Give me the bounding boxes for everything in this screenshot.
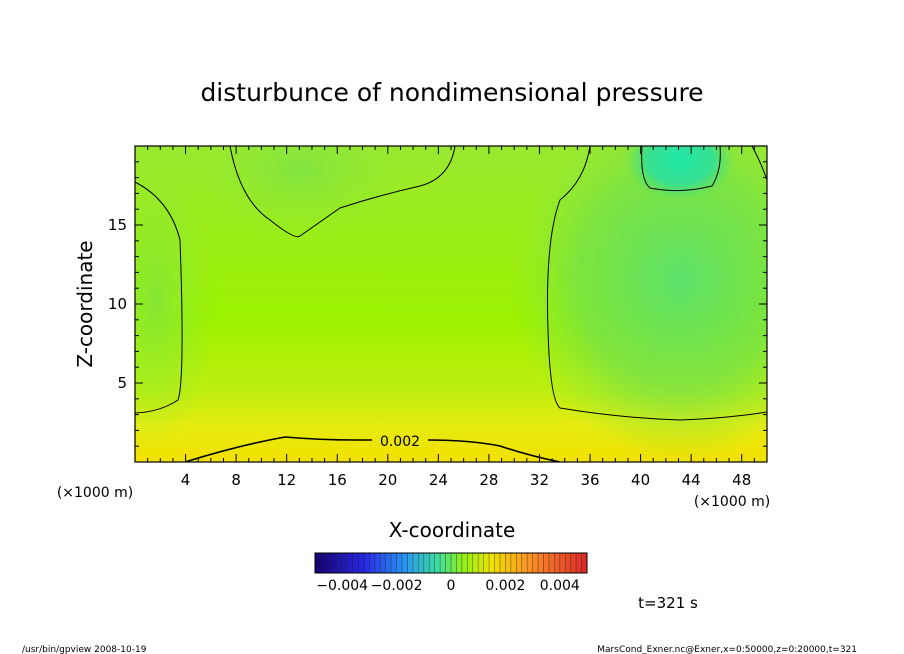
colorbar-cell [456,553,462,573]
field-minimum [625,146,735,200]
colorbar-cell [570,553,577,573]
y-axis-label: Z-coordinate [73,240,97,367]
y-axis: 5 10 15 [108,161,767,447]
colorbar-cell [385,553,392,573]
colorbar-cell [407,553,413,573]
colorbar-frame [314,552,588,574]
x-tick-label: 16 [328,471,347,489]
colorbar-cell [451,553,457,573]
colorbar-cell [418,553,424,573]
colorbar-cell [548,553,555,573]
colorbar-tick-label: 0.002 [485,578,525,594]
colorbar-cell [380,553,386,573]
colorbar-cell [478,553,484,573]
x-tick-label: 44 [682,471,701,489]
chart-title: disturbunce of nondimensional pressure [200,78,703,107]
x-tick-label: 12 [277,471,296,489]
time-label: t=321 s [638,594,698,612]
colorbar-cell [369,553,375,573]
colorbar-cell [527,553,533,573]
x-axis-label: X-coordinate [389,518,516,542]
x-unit-left: (×1000 m) [57,485,133,501]
x-tick-label: 40 [631,471,650,489]
contour-label: 0.002 [380,434,420,450]
colorbar-cell [516,553,522,573]
colorbar-cell [532,553,539,573]
colorbar-cell [489,553,495,573]
colorbar-cell [412,553,419,573]
contour-line [135,181,183,414]
contour-line [229,146,456,238]
colorbar-cell [396,553,403,573]
x-tick-label: 8 [231,471,241,489]
heatmap-field [135,146,767,462]
colorbar-cell [505,553,511,573]
x-tick-label: 36 [580,471,599,489]
colorbar-cell [325,553,332,573]
colorbar-cell [423,553,430,573]
colorbar-cell [353,553,359,573]
colorbar-cell [358,553,364,573]
x-tick-label: 24 [429,471,448,489]
colorbar-cell [363,553,370,573]
colorbar-cell [559,553,566,573]
colorbar-cell [402,553,408,573]
colorbar-cell [440,553,446,573]
colorbar-cell [467,553,473,573]
colorbar-cell [521,553,528,573]
colorbar-cell [581,553,587,573]
x-tick-label: 32 [530,471,549,489]
x-unit-right: (×1000 m) [694,494,770,510]
colorbar-tick-label: 0.004 [540,578,580,594]
colorbar-cell [494,553,500,573]
colorbar-cell [429,553,435,573]
footer-left: /usr/bin/gpview 2008-10-19 [22,645,147,654]
colorbar-cell [510,553,517,573]
contour-line [427,439,561,462]
field-maximum [135,425,596,462]
colorbar-tick-label: 0 [447,578,456,594]
colorbar-cell [499,553,506,573]
field-top-region [190,146,410,240]
x-tick-label: 20 [378,471,397,489]
colorbar-cell [434,553,441,573]
contour-line [547,146,767,421]
colorbar-cell [554,553,560,573]
colorbar-tick-label: −0.002 [371,578,423,594]
x-tick-label: 4 [181,471,191,489]
contour-line [184,436,372,462]
field-right-region [510,146,767,460]
field-left-region [135,150,215,450]
colorbar-cell [320,553,326,573]
colorbar-cell [576,553,582,573]
colorbar-cell [538,553,544,573]
colorbar-cell [331,553,337,573]
contour-line [641,146,721,192]
x-axis: 4 8 12 16 20 24 28 32 36 40 44 48 [147,146,755,489]
colorbar-tick-label: −0.004 [316,578,368,594]
y-tick-label: 15 [108,216,127,234]
colorbar-cell [347,553,354,573]
colorbar-cell [483,553,490,573]
colorbar-cell [391,553,397,573]
colorbar-cell [565,553,571,573]
colorbar: −0.004 −0.002 0 0.002 0.004 [314,552,588,594]
x-tick-label: 28 [479,471,498,489]
footer-right: MarsCond_Exner.nc@Exner,x=0:50000,z=0:20… [597,645,857,654]
colorbar-cell [336,553,343,573]
colorbar-cell [342,553,348,573]
x-tick-label: 48 [732,471,751,489]
colorbar-cell [472,553,479,573]
y-tick-label: 5 [117,374,127,392]
colorbar-cell [461,553,468,573]
y-tick-label: 10 [108,295,127,313]
colorbar-cell [445,553,451,573]
colorbar-cell [374,553,381,573]
colorbar-cell [543,553,549,573]
colorbar-cell [315,553,321,573]
